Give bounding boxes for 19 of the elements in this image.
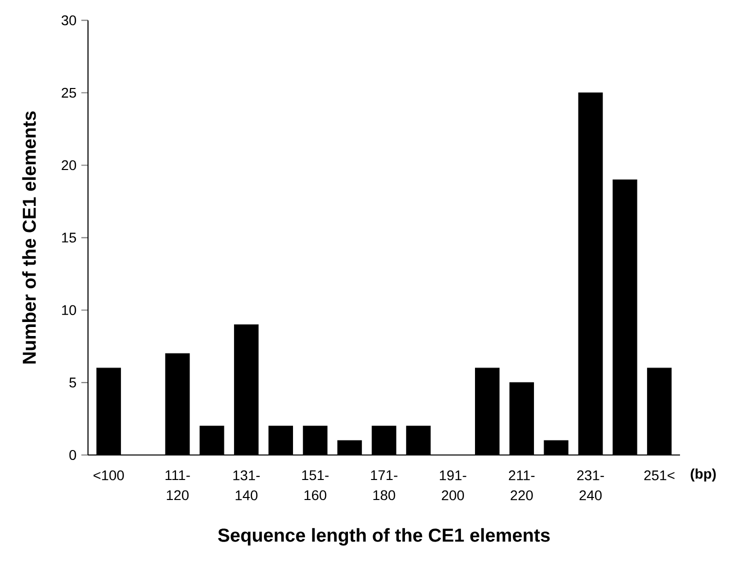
x-tick-label: 191-200 (440, 470, 466, 500)
x-tick-label: 131-140 (233, 470, 260, 500)
y-tick-label: 25 (62, 88, 76, 98)
y-tick-label: 5 (69, 378, 76, 388)
y-axis-title: Number of the CE1 elements (22, 111, 36, 364)
x-tick-label: 111-120 (166, 470, 190, 500)
x-tick-label: 171-180 (371, 470, 398, 500)
x-tick-label: 251< (644, 470, 674, 480)
y-tick-label: 15 (62, 232, 76, 243)
x-tick-label: 151-160 (302, 470, 329, 500)
x-tick-label: <100 (94, 470, 124, 480)
y-tick-label: 0 (69, 450, 76, 460)
y-tick-label: 30 (62, 15, 76, 26)
x-tick-label: 211-220 (508, 470, 535, 500)
text: (bp) (690, 468, 716, 482)
x-tick-label: 231-240 (577, 470, 604, 500)
y-tick-label: 20 (62, 160, 76, 170)
y-tick-label: 10 (62, 305, 76, 316)
x-axis-title: Sequence length of the CE1 elements (218, 528, 550, 546)
